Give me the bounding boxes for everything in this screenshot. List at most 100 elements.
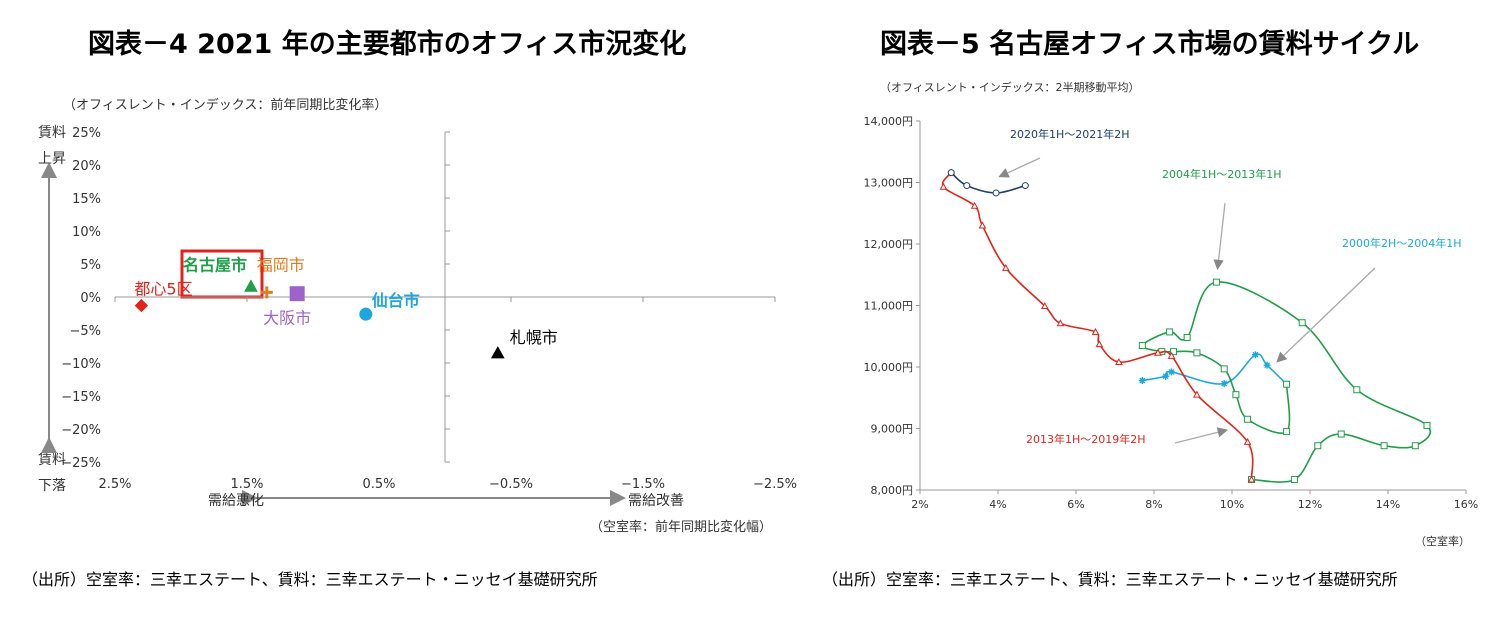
series-point-2004-1h-2013-1h: [1423, 421, 1431, 429]
series-point-2004-1h-2013-1h: [1138, 341, 1146, 349]
left-scatter-plot: 25% 20% 15% 10% 5% 0% −5% −10% −15% −20% −25% 2.5% 1…: [61, 126, 797, 492]
left-y-tick-label: −5%: [69, 324, 101, 339]
left-x-left-label: 需給悪化: [208, 493, 264, 509]
right-x-tick-label: 2%: [911, 498, 928, 511]
series-label-2013-1h-2019-2h: 2013年1H～2019年2H: [1026, 432, 1146, 446]
series-point-2004-1h-2013-1h: [1220, 365, 1228, 373]
point-label-item: 名古屋市: [183, 255, 247, 274]
series-point-2000-2h-2004-1h: [1263, 361, 1271, 369]
series-point-2004-1h-2013-1h: [1353, 386, 1361, 394]
callout-arrow-2013: [1174, 427, 1229, 444]
series-point-2004-1h-2013-1h: [1283, 428, 1291, 436]
series-line-2004-1h-2013-1h: [1141, 281, 1432, 483]
callout-arrow-2000: [1276, 267, 1376, 363]
series-label-2000-2h-2004-1h: 2000年2H～2004年1H: [1342, 236, 1462, 250]
series-point-2013-1h-2019-2h: [1243, 438, 1252, 445]
series-point-2000-2h-2004-1h: [1168, 368, 1176, 376]
right-x-tick-label: 12%: [1298, 498, 1322, 511]
series-point-2013-1h-2019-2h: [1247, 475, 1256, 483]
series-line-2020-1h-2021-2h: [950, 172, 1026, 194]
left-y-tick-label: 20%: [72, 159, 101, 174]
point-label-item: 仙台市: [372, 291, 420, 310]
series-point-2004-1h-2013-1h: [1212, 278, 1220, 286]
point-marker-item: [260, 286, 273, 299]
series-point-2000-2h-2004-1h: [1162, 372, 1170, 380]
series-point-2004-1h-2013-1h: [1283, 380, 1291, 388]
left-x-tick-label: 1.5%: [230, 477, 263, 492]
series-label-2004-1h-2013-1h: 2004年1H～2013年1H: [1162, 167, 1282, 181]
left-y-bottom-label-2: 下落: [38, 478, 66, 494]
series-point-2004-1h-2013-1h: [1337, 430, 1345, 438]
series-point-2013-1h-2019-2h: [1056, 319, 1065, 327]
right-cycle-plot: 8,000円 9,000円 10,000円 11,000円 12,000円 13,000円…: [864, 115, 1479, 511]
left-y-top-label-2: 上昇: [38, 151, 66, 167]
series-point-2013-1h-2019-2h: [1115, 358, 1123, 365]
right-source-note: （出所）空室率：三幸エステート、賃料：三幸エステート・ニッセイ基礎研究所: [822, 570, 1398, 589]
point-marker-5: [134, 298, 149, 313]
right-y-tick-label: 10,000円: [864, 361, 914, 374]
right-x-tick-label: 14%: [1376, 498, 1400, 511]
series-point-2004-1h-2013-1h: [1290, 476, 1298, 484]
right-y-tick-label: 13,000円: [864, 177, 914, 190]
left-x-tick-label: −0.5%: [489, 477, 533, 492]
right-x-tick-label: 10%: [1220, 498, 1244, 511]
right-y-tick-label: 12,000円: [864, 238, 914, 251]
point-marker-item: [244, 279, 258, 292]
series-point-2000-2h-2004-1h: [1251, 351, 1259, 359]
right-ylabel-note: （オフィスレント・インデックス：2半期移動平均）: [880, 80, 1139, 94]
right-y-tick-label: 8,000円: [871, 484, 914, 497]
point-label-item: 札幌市: [510, 328, 558, 347]
left-y-tick-label: −20%: [61, 423, 101, 438]
series-point-2013-1h-2019-2h: [1193, 390, 1201, 398]
left-y-tick-label: 15%: [72, 192, 101, 207]
series-label-2020-1h-2021-2h: 2020年1H～2021年2H: [1010, 127, 1130, 141]
left-xlabel-note: （空室率：前年同期比変化幅）: [590, 519, 772, 535]
right-y-tick-label: 9,000円: [871, 423, 914, 436]
series-point-2013-1h-2019-2h: [1091, 327, 1100, 335]
series-point-2004-1h-2013-1h: [1170, 348, 1177, 356]
left-x-tick-label: −2.5%: [753, 477, 797, 492]
series-point-2013-1h-2019-2h: [1001, 263, 1010, 271]
point-label-item: 大阪市: [263, 309, 311, 328]
right-x-tick-label: 4%: [989, 498, 1006, 511]
left-x-right-label: 需給改善: [628, 493, 684, 509]
series-point-2013-1h-2019-2h: [1095, 340, 1104, 348]
series-point-2004-1h-2013-1h: [1166, 328, 1174, 336]
right-x-tick-label: 16%: [1454, 498, 1478, 511]
left-x-tick-label: 0.5%: [362, 477, 395, 492]
right-x-tick-label: 8%: [1145, 498, 1162, 511]
point-marker-item: [359, 307, 373, 321]
point-marker-item: [289, 286, 305, 302]
right-x-tick-label: 6%: [1067, 498, 1084, 511]
series-point-2004-1h-2013-1h: [1193, 349, 1201, 357]
series-point-2013-1h-2019-2h: [939, 182, 948, 190]
series-point-2004-1h-2013-1h: [1314, 442, 1322, 450]
right-xlabel-note: （空室率）: [1415, 534, 1470, 548]
series-point-2013-1h-2019-2h: [978, 221, 987, 229]
left-x-tick-label: 2.5%: [98, 477, 131, 492]
right-chart-title: 図表－5 名古屋オフィス市場の賃料サイクル: [880, 29, 1420, 60]
series-point-2004-1h-2013-1h: [1244, 415, 1252, 423]
series-point-2020-1h-2021-2h: [963, 182, 971, 190]
series-point-2004-1h-2013-1h: [1411, 442, 1419, 450]
series-point-2020-1h-2021-2h: [992, 189, 1000, 197]
point-label-5: 都心5区: [134, 280, 192, 299]
series-point-2013-1h-2019-2h: [1040, 302, 1049, 310]
point-label-item: 福岡市: [257, 255, 305, 274]
left-y-tick-label: 0%: [80, 291, 101, 306]
series-point-2004-1h-2013-1h: [1298, 319, 1306, 327]
series-point-2000-2h-2004-1h: [1138, 377, 1146, 385]
series-point-2020-1h-2021-2h: [947, 169, 955, 177]
series-point-2013-1h-2019-2h: [1167, 351, 1176, 359]
point-marker-item: [490, 346, 505, 359]
left-source-note: （出所）空室率：三幸エステート、賃料：三幸エステート・ニッセイ基礎研究所: [22, 570, 598, 589]
series-point-2013-1h-2019-2h: [970, 201, 979, 209]
left-y-bottom-label-1: 賃料: [38, 452, 66, 468]
series-point-2020-1h-2021-2h: [1021, 182, 1029, 190]
left-chart-title: 図表－4 2021 年の主要都市のオフィス市況変化: [88, 29, 687, 60]
callout-arrow-2004: [1213, 202, 1226, 271]
left-y-tick-label: 5%: [80, 258, 101, 273]
series-point-2004-1h-2013-1h: [1380, 442, 1388, 450]
left-y-tick-label: 25%: [72, 126, 101, 141]
